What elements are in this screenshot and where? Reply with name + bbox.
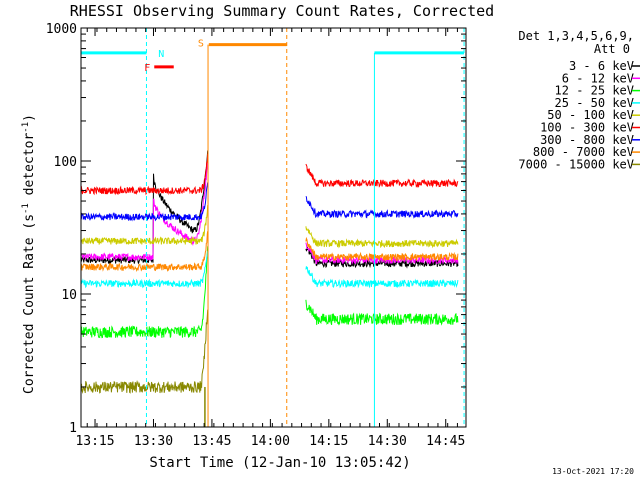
legend-entry-label: 25 - 50 keV: [555, 96, 634, 110]
legend-entry-label: 300 - 800 keV: [540, 133, 634, 147]
annotation-f: F: [144, 63, 150, 74]
series-50-100-kev-line: [305, 226, 459, 249]
legend-header-detectors: Det 1,3,4,5,6,9,: [518, 29, 634, 43]
series-800-7000-kev-line: [80, 231, 209, 273]
series-25-50-kev-line: [305, 266, 459, 289]
y-axis-label: Corrected Count Rate (s-1 detector-1): [21, 114, 37, 394]
series-300-800-kev-line: [80, 182, 209, 222]
annotation-n: N: [158, 49, 164, 60]
series-12-25-kev-line: [305, 299, 459, 326]
series-3-6-kev-line: [305, 246, 459, 269]
axes: 1 10 100 1000 13:15 13:30 13:45 14:00 14:15 14:30…: [46, 22, 467, 449]
series-7000-15000-kev-line: [80, 309, 209, 394]
legend-entry-label: 12 - 25 keV: [555, 84, 634, 98]
y-tick-label: 1000: [46, 22, 77, 37]
series-6-12-kev-line: [305, 242, 459, 266]
x-tick-label: 13:30: [134, 434, 173, 449]
series-25-50-kev-line: [80, 250, 209, 289]
series-6-12-kev-line: [80, 160, 209, 262]
legend-entry-label: 6 - 12 keV: [562, 71, 634, 85]
x-tick-label: 14:00: [251, 434, 290, 449]
x-tick-label: 13:15: [75, 434, 114, 449]
legend-entry-label: 100 - 300 keV: [540, 121, 634, 135]
series-800-7000-kev-line: [305, 236, 459, 263]
x-tick-label: 14:15: [309, 434, 348, 449]
legend-entry-label: 7000 - 15000 keV: [518, 157, 634, 171]
plot-frame: [80, 27, 467, 428]
series-50-100-kev-line: [80, 205, 209, 246]
y-tick-label: 10: [61, 288, 77, 303]
series-300-800-kev-line: [305, 196, 459, 219]
series-100-300-kev-line: [80, 153, 209, 196]
series-12-25-kev-line: [80, 246, 209, 339]
y-tick-label: 1: [69, 421, 77, 436]
legend-entry-label: 3 - 6 keV: [569, 59, 634, 73]
x-tick-label: 14:30: [368, 434, 407, 449]
x-tick-label: 13:45: [192, 434, 231, 449]
chart-title: RHESSI Observing Summary Count Rates, Co…: [70, 2, 494, 20]
plot-area: NF S: [80, 28, 465, 427]
series-100-300-kev-line: [305, 163, 459, 188]
legend-header-attenuator: Att 0: [594, 42, 630, 56]
annotation-s: S: [198, 39, 204, 50]
y-tick-label: 100: [54, 155, 77, 170]
x-axis-label: Start Time (12-Jan-10 13:05:42): [149, 455, 410, 471]
footer-date: 13-Oct-2021 17:20: [552, 467, 634, 476]
legend-entry-label: 50 - 100 keV: [547, 108, 634, 122]
legend-entry-label: 800 - 7000 keV: [533, 145, 634, 159]
x-tick-label: 14:45: [426, 434, 465, 449]
